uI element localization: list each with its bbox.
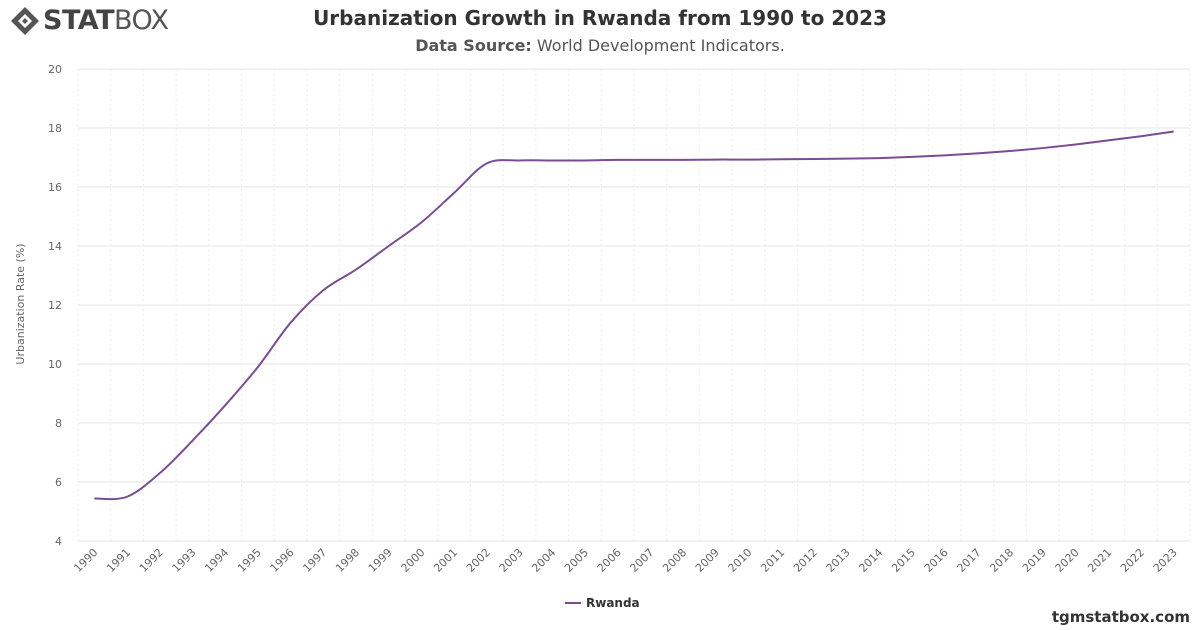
data-point[interactable]	[909, 154, 915, 160]
logo-bold-text: STAT	[43, 5, 114, 36]
x-tick-label: 2018	[987, 546, 1016, 575]
y-axis-label: Urbanization Rate (%)	[14, 243, 27, 364]
data-point[interactable]	[418, 219, 424, 225]
data-point[interactable]	[222, 402, 228, 408]
y-tick-label: 18	[48, 122, 62, 135]
x-tick-label: 1997	[300, 546, 329, 575]
data-point[interactable]	[1040, 145, 1046, 151]
x-tick-label: 2015	[889, 546, 918, 575]
data-point[interactable]	[1105, 137, 1111, 143]
data-point[interactable]	[549, 157, 555, 163]
data-point[interactable]	[778, 156, 784, 162]
logo-diamond-icon	[11, 7, 39, 35]
data-point[interactable]	[811, 156, 817, 162]
x-tick-label: 1994	[202, 546, 231, 575]
x-tick-label: 2012	[791, 546, 820, 575]
y-tick-label: 10	[48, 358, 62, 371]
data-point[interactable]	[1073, 142, 1079, 148]
x-tick-label: 2006	[595, 546, 624, 575]
data-point[interactable]	[615, 157, 621, 163]
y-tick-label: 16	[48, 181, 62, 194]
x-axis-ticks: 1990 1991 1992 1993 1994 1995 1996 1997 1998 1999…	[71, 546, 1179, 575]
x-tick-label: 1995	[235, 546, 264, 575]
data-point[interactable]	[484, 160, 490, 166]
data-point[interactable]	[255, 364, 261, 370]
y-tick-label: 6	[55, 476, 62, 489]
x-tick-label: 2011	[758, 546, 787, 575]
x-tick-label: 2016	[922, 546, 951, 575]
x-tick-label: 1990	[71, 546, 100, 575]
x-tick-label: 2023	[1151, 546, 1180, 575]
footer-site[interactable]: tgmstatbox.com	[1051, 608, 1190, 626]
x-tick-label: 2010	[726, 546, 755, 575]
x-tick-label: 2022	[1118, 546, 1147, 575]
data-point[interactable]	[451, 190, 457, 196]
series-line-rwanda[interactable]	[94, 130, 1174, 501]
legend-label: Rwanda	[586, 596, 640, 610]
chart-title: Urbanization Growth in Rwanda from 1990 …	[313, 6, 887, 30]
legend[interactable]: Rwanda	[565, 596, 640, 610]
data-point[interactable]	[1171, 129, 1177, 135]
data-point[interactable]	[320, 287, 326, 293]
x-tick-label: 2005	[562, 546, 591, 575]
x-tick-label: 1998	[333, 546, 362, 575]
data-point[interactable]	[1138, 133, 1144, 139]
x-tick-label: 2003	[497, 546, 526, 575]
data-point[interactable]	[1007, 148, 1013, 154]
grid-lines	[77, 68, 1191, 542]
data-point[interactable]	[745, 157, 751, 163]
data-point[interactable]	[974, 150, 980, 156]
data-point[interactable]	[353, 267, 359, 273]
y-tick-label: 8	[55, 417, 62, 430]
x-tick-label: 1996	[268, 546, 297, 575]
x-tick-label: 2004	[529, 546, 558, 575]
x-tick-label: 2001	[431, 546, 460, 575]
x-tick-label: 1993	[170, 546, 199, 575]
data-point[interactable]	[189, 438, 195, 444]
y-tick-label: 20	[48, 63, 62, 76]
data-point[interactable]	[386, 243, 392, 249]
x-tick-label: 2013	[824, 546, 853, 575]
x-tick-label: 2002	[464, 546, 493, 575]
chart-subtitle: Data Source: World Development Indicator…	[0, 36, 1200, 55]
x-tick-label: 2020	[1053, 546, 1082, 575]
data-point[interactable]	[288, 320, 294, 326]
x-tick-label: 2019	[1020, 546, 1049, 575]
data-point[interactable]	[844, 156, 850, 162]
source-label: Data Source:	[415, 36, 532, 55]
y-tick-label: 4	[55, 535, 62, 548]
x-tick-label: 2014	[856, 546, 885, 575]
data-point[interactable]	[91, 496, 97, 502]
y-axis-ticks: 4 6 8 10 12 14 16 18 20	[48, 63, 62, 548]
data-point[interactable]	[713, 157, 719, 163]
x-tick-label: 1992	[137, 546, 166, 575]
data-point[interactable]	[517, 157, 523, 163]
logo-wordmark: STATBOX	[43, 6, 169, 36]
x-tick-label: 1999	[366, 546, 395, 575]
data-point[interactable]	[124, 494, 130, 500]
data-point[interactable]	[680, 157, 686, 163]
x-tick-label: 2008	[660, 546, 689, 575]
brand-logo: STATBOX	[10, 6, 169, 36]
data-point[interactable]	[876, 155, 882, 161]
x-tick-label: 2017	[955, 546, 984, 575]
data-point[interactable]	[582, 157, 588, 163]
x-tick-label: 2007	[627, 546, 656, 575]
x-tick-label: 1991	[104, 546, 133, 575]
y-tick-label: 12	[48, 299, 62, 312]
data-point[interactable]	[157, 470, 163, 476]
y-tick-label: 14	[48, 240, 62, 253]
x-tick-label: 2000	[399, 546, 428, 575]
logo-light-text: BOX	[113, 5, 169, 36]
data-point[interactable]	[647, 157, 653, 163]
source-value: World Development Indicators.	[536, 36, 785, 55]
series-layer	[91, 129, 1177, 502]
data-point[interactable]	[942, 152, 948, 158]
x-tick-label: 2009	[693, 546, 722, 575]
x-tick-label: 2021	[1085, 546, 1114, 575]
